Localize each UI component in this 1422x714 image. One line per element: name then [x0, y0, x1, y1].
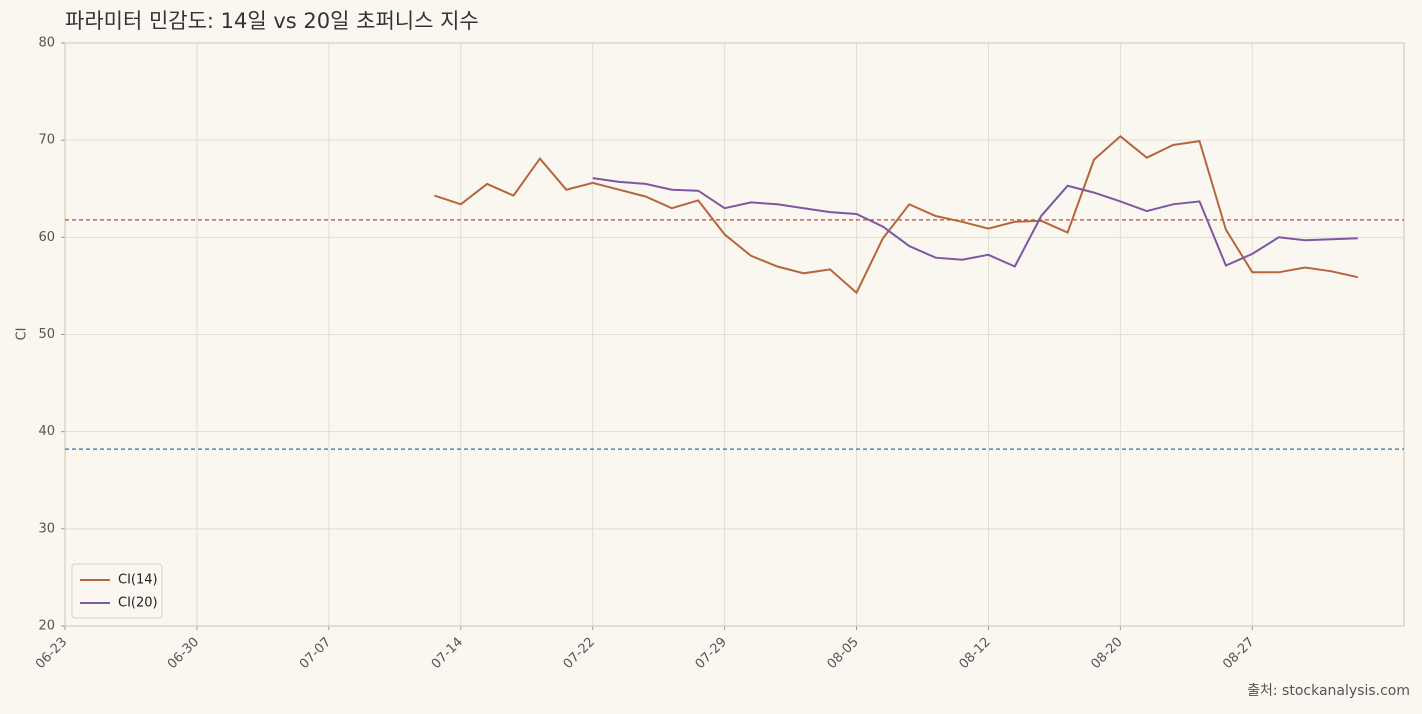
y-axis-label: CI — [15, 328, 30, 341]
x-tick-label: 07-07 — [297, 635, 334, 672]
y-tick-label: 20 — [38, 619, 55, 634]
x-tick-label: 07-22 — [561, 635, 598, 672]
y-tick-label: 60 — [38, 230, 55, 245]
legend-box — [71, 563, 163, 619]
y-tick-label: 30 — [38, 521, 55, 536]
series-line — [592, 177, 1358, 268]
plot-frame — [64, 42, 1405, 627]
x-tick-label: 06-30 — [165, 635, 202, 672]
legend-label: CI(20) — [118, 596, 158, 611]
x-tick-label: 06-23 — [33, 635, 70, 672]
x-tick-label: 08-20 — [1088, 635, 1125, 672]
x-tick-label: 08-05 — [825, 635, 862, 672]
chart-title: 파라미터 민감도: 14일 vs 20일 초퍼니스 지수 — [65, 9, 479, 33]
x-tick-label: 07-29 — [693, 635, 730, 672]
y-tick-label: 70 — [38, 133, 55, 148]
series-line — [434, 134, 1359, 295]
y-tick-label: 50 — [38, 327, 55, 342]
x-tick-label: 07-14 — [429, 635, 466, 672]
x-tick-label: 08-12 — [956, 635, 993, 672]
x-tick-label: 08-27 — [1220, 635, 1257, 672]
legend-label: CI(14) — [118, 573, 158, 588]
y-tick-label: 40 — [38, 424, 55, 439]
y-tick-label: 80 — [38, 36, 55, 51]
source-note: 출처: stockanalysis.com — [1247, 683, 1410, 699]
